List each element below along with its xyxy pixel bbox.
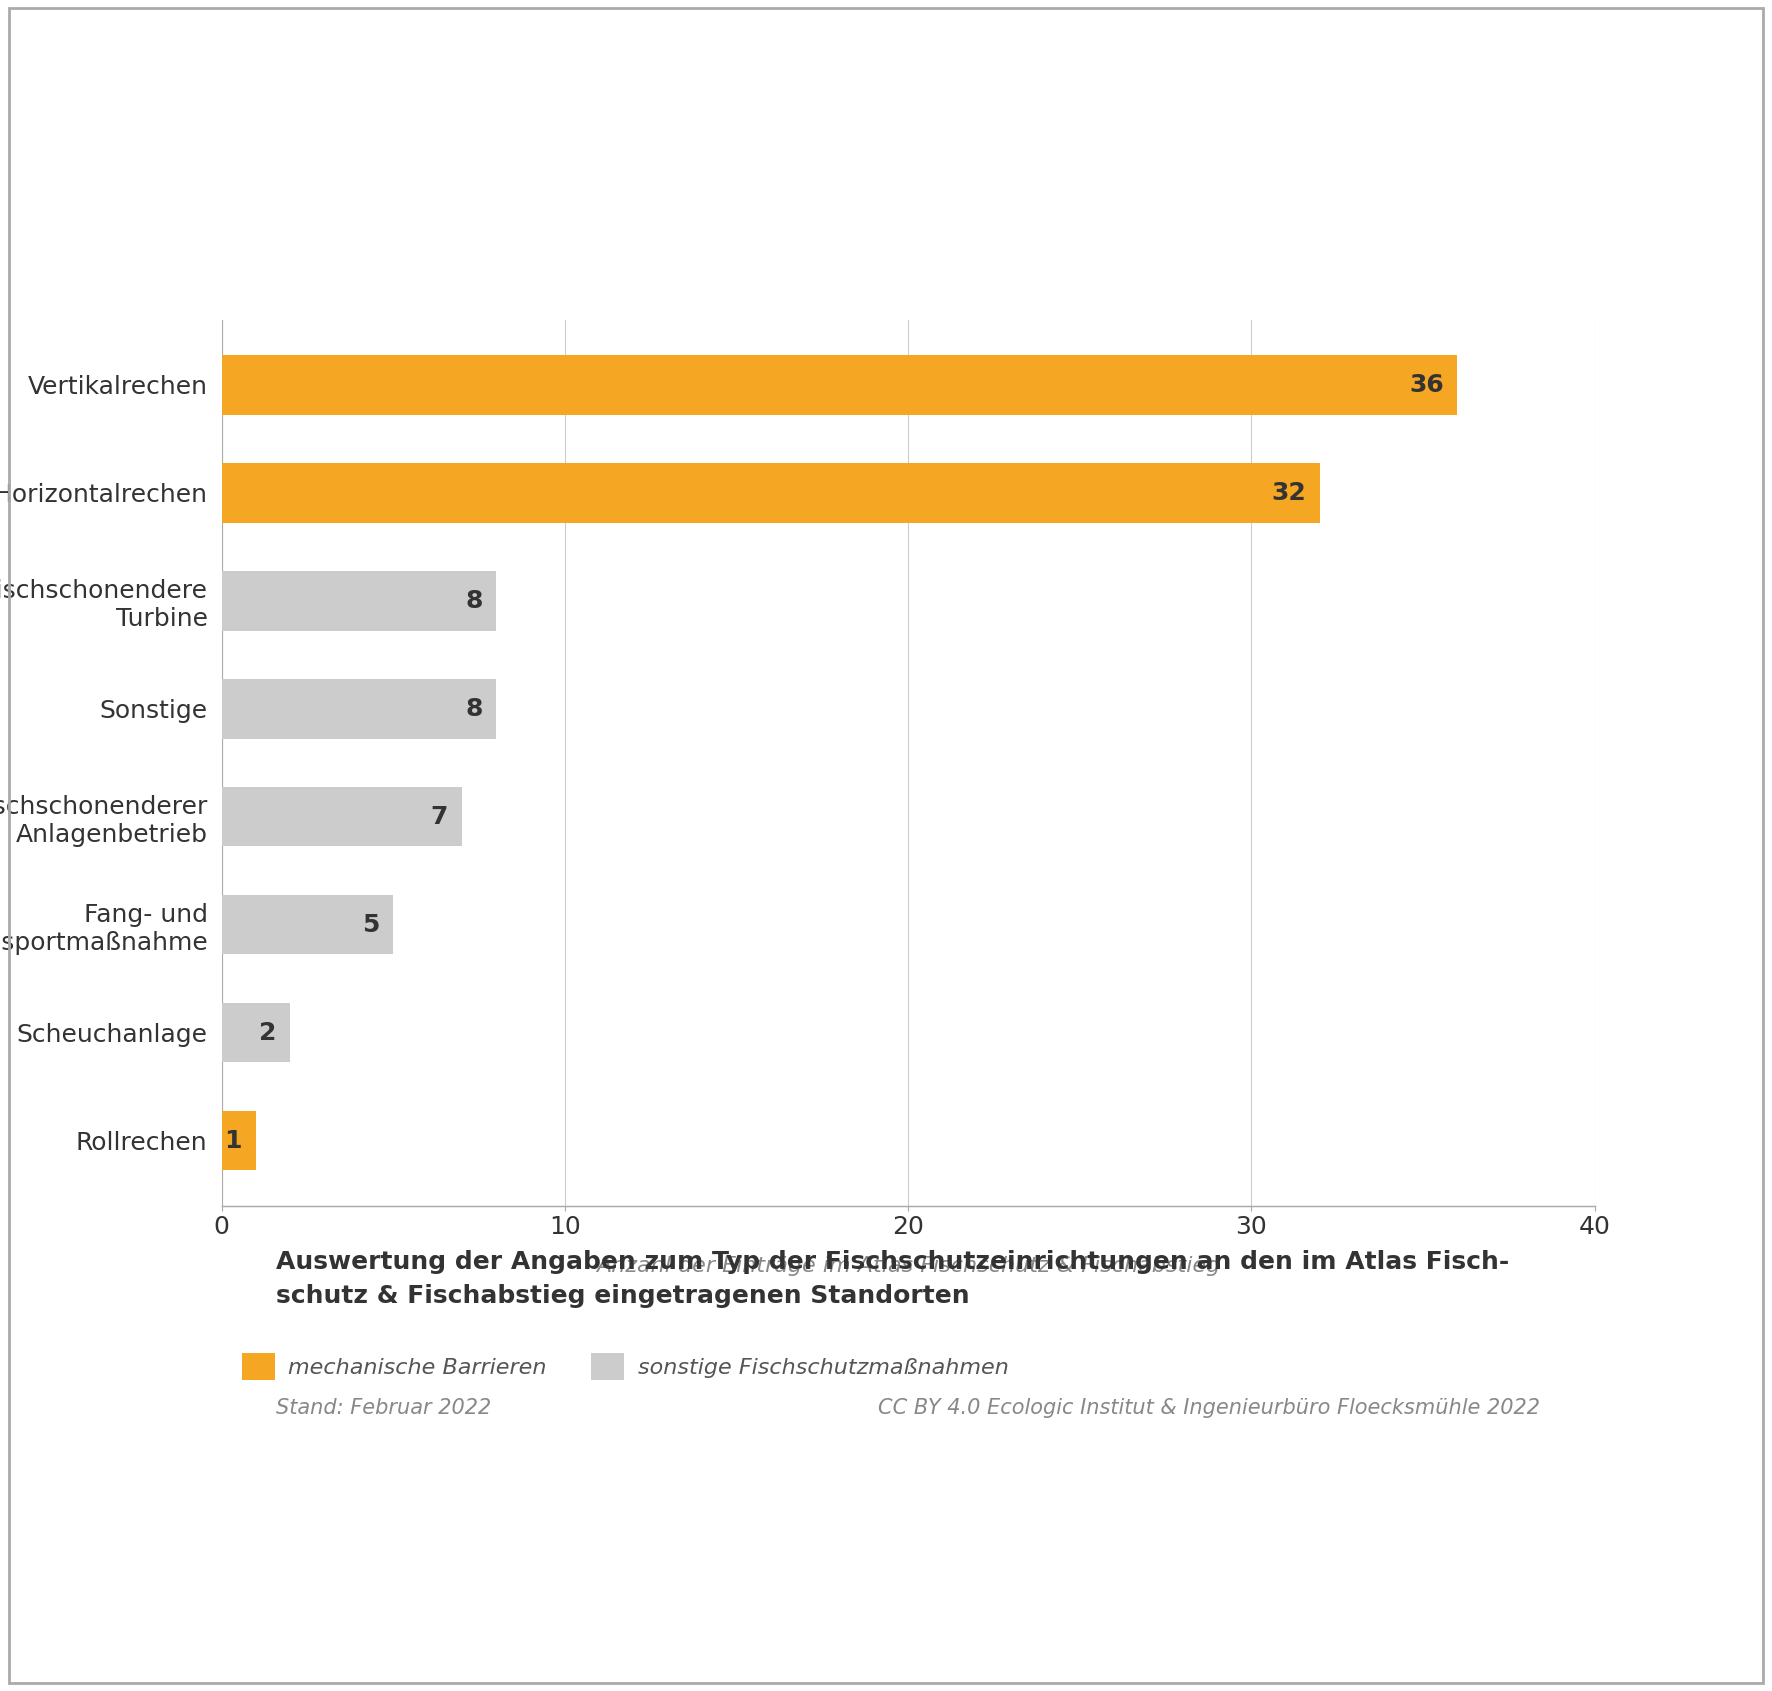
Text: Stand: Februar 2022: Stand: Februar 2022 [276,1398,491,1419]
Bar [222,1003,291,1062]
Bar [222,463,1320,523]
Text: 8: 8 [464,697,482,720]
Text: 1: 1 [225,1128,243,1153]
Legend: mechanische Barrieren, sonstige Fischschutzmaßnahmen: mechanische Barrieren, sonstige Fischsch… [232,1344,1017,1390]
Text: 8: 8 [464,588,482,612]
Text: 5: 5 [361,913,379,937]
Text: 36: 36 [1409,374,1444,397]
Bar [222,680,496,739]
X-axis label: Anzahl der Einträge im Atlas Fischschutz & Fischabstieg: Anzahl der Einträge im Atlas Fischschutz… [595,1256,1221,1277]
Bar [222,355,1457,414]
Text: Auswertung der Angaben zum Typ der Fischschutzeinrichtungen an den im Atlas Fisc: Auswertung der Angaben zum Typ der Fisch… [276,1250,1510,1307]
Text: 32: 32 [1272,480,1306,506]
Bar [222,895,393,954]
Bar [222,1111,255,1170]
Text: CC BY 4.0 Ecologic Institut & Ingenieurbüro Floecksmühle 2022: CC BY 4.0 Ecologic Institut & Ingenieurb… [877,1398,1540,1419]
Bar [222,572,496,631]
Text: 2: 2 [259,1021,276,1045]
Text: 7: 7 [431,805,448,829]
Text: Fischschutzeinrichtungen im Atlas: Fischschutzeinrichtungen im Atlas [422,237,1395,286]
Bar [222,786,462,847]
